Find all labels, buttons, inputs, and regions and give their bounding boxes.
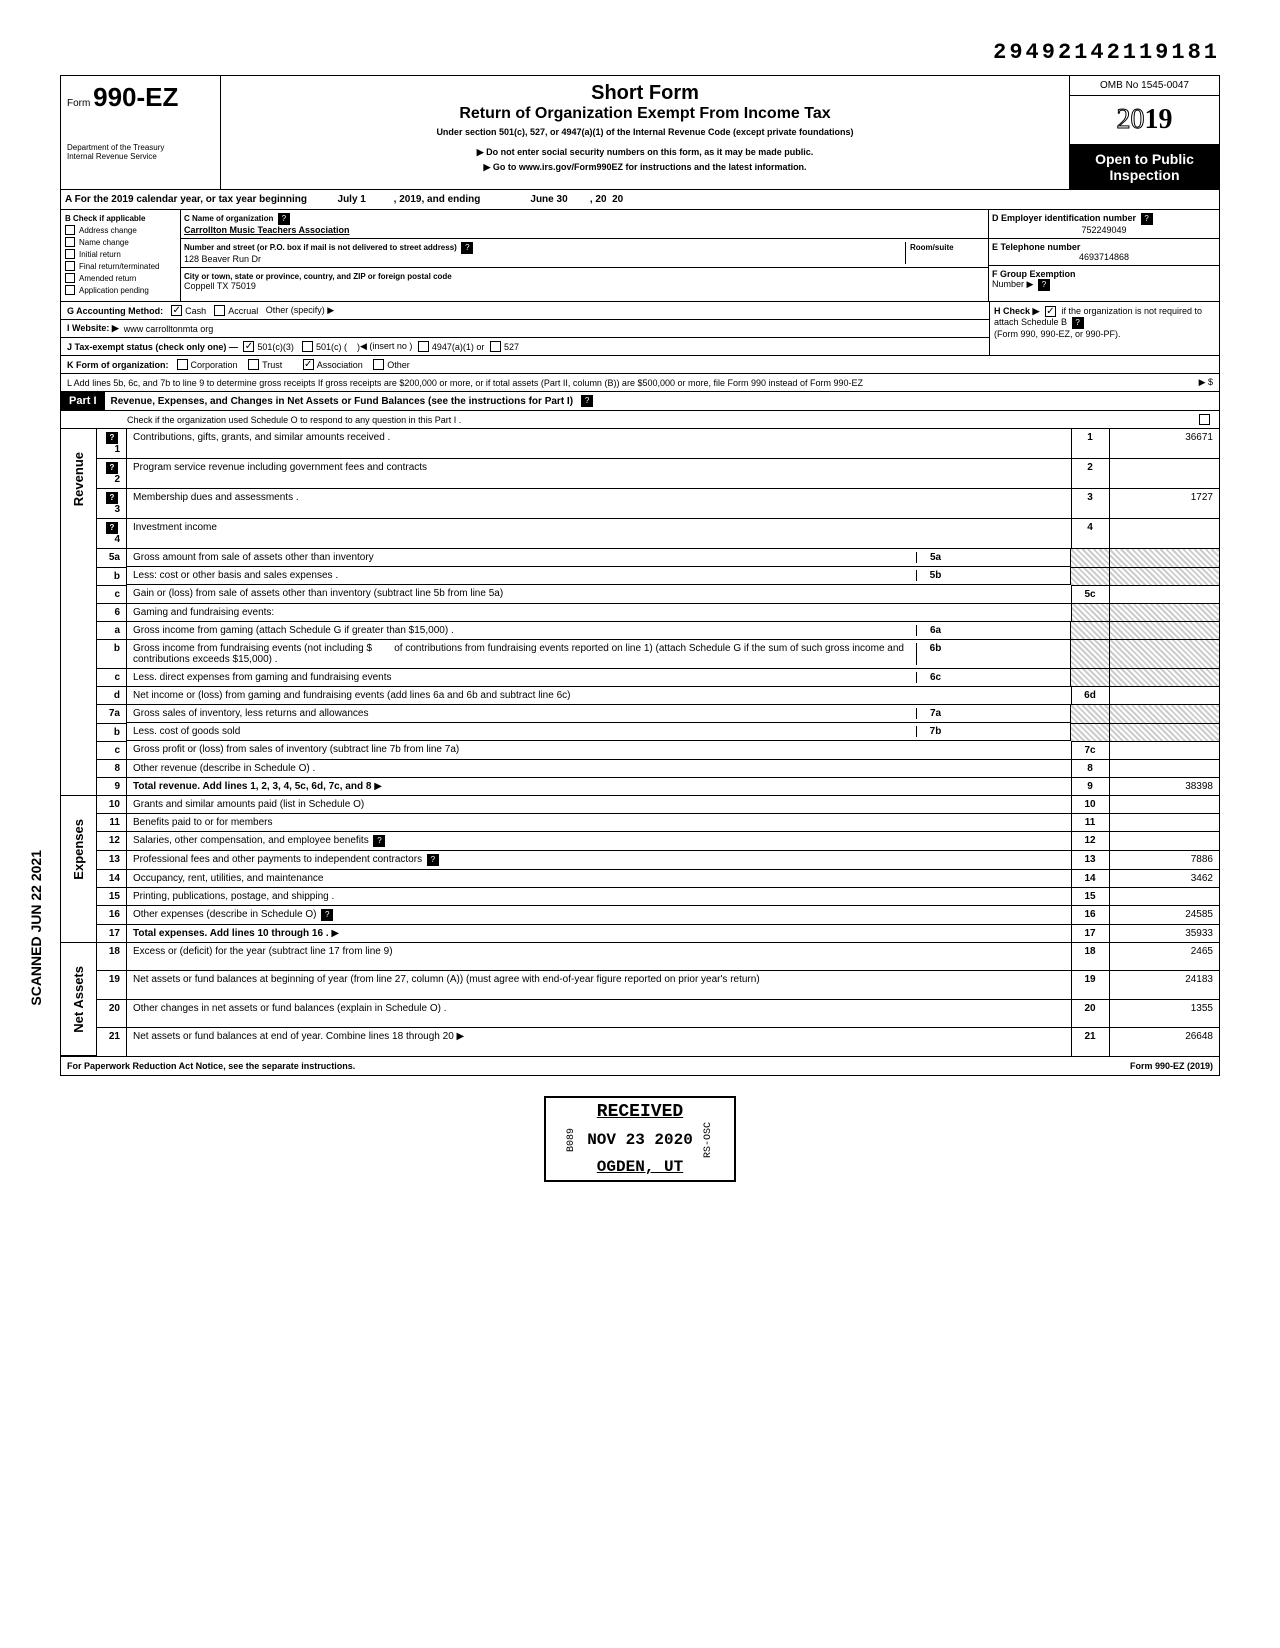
part1-header: Part I Revenue, Expenses, and Changes in…	[60, 392, 1220, 411]
check-final[interactable]: Final return/terminated	[79, 262, 159, 271]
ein: 752249049	[992, 225, 1216, 235]
revenue-label: Revenue	[67, 432, 90, 526]
street: 128 Beaver Run Dr	[184, 254, 261, 264]
received-stamp: RECEIVED B089 NOV 23 2020 RS-OSC OGDEN, …	[60, 1096, 1220, 1182]
check-amended[interactable]: Amended return	[79, 274, 136, 283]
city: Coppell TX 75019	[184, 281, 256, 291]
expenses-label: Expenses	[67, 799, 90, 900]
row-l: L Add lines 5b, 6c, and 7b to line 9 to …	[60, 374, 1220, 392]
row-k: K Form of organization: Corporation Trus…	[60, 356, 1220, 374]
form-header: Form 990-EZ Department of the Treasury I…	[60, 75, 1220, 190]
omb-number: OMB No 1545-0047	[1070, 76, 1219, 96]
help-icon: ?	[278, 213, 290, 225]
inspection: Inspection	[1076, 167, 1213, 183]
info-grid: B Check if applicable Address change Nam…	[60, 210, 1220, 302]
section-a: A For the 2019 calendar year, or tax yea…	[60, 190, 1220, 210]
section-b-header: B Check if applicable	[65, 214, 176, 223]
net-assets-label: Net Assets	[67, 946, 90, 1053]
check-pending[interactable]: Application pending	[79, 286, 149, 295]
org-name: Carrollton Music Teachers Association	[184, 225, 350, 235]
page-number: 29492142119181	[60, 40, 1220, 65]
main-table: Revenue ? 1Contributions, gifts, grants,…	[60, 429, 1220, 1057]
phone: 4693714868	[992, 252, 1216, 262]
part1-check: Check if the organization used Schedule …	[60, 411, 1220, 429]
form-label: Form	[67, 98, 90, 109]
website: www carrolltonmta org	[124, 324, 214, 334]
open-public: Open to Public	[1076, 151, 1213, 167]
ssn-notice: ▶ Do not enter social security numbers o…	[227, 147, 1063, 158]
row-g: G Accounting Method: Cash Accrual Other …	[60, 302, 990, 320]
tax-year: 20201919	[1070, 96, 1219, 145]
check-address[interactable]: Address change	[79, 226, 137, 235]
check-name[interactable]: Name change	[79, 238, 129, 247]
form-title: Short Form	[227, 82, 1063, 105]
form-subtitle: Return of Organization Exempt From Incom…	[227, 105, 1063, 123]
scanned-stamp: SCANNED JUN 22 2021	[28, 850, 44, 1006]
form-number: 990-EZ	[93, 82, 178, 112]
row-i: I Website: ▶ www carrolltonmta org	[60, 320, 990, 338]
check-cash[interactable]	[171, 305, 182, 316]
under-section: Under section 501(c), 527, or 4947(a)(1)…	[227, 127, 1063, 137]
dept-treasury: Department of the Treasury	[67, 143, 214, 152]
row-h: H Check ▶ if the organization is not req…	[990, 302, 1220, 356]
check-initial[interactable]: Initial return	[79, 250, 121, 259]
goto-link: ▶ Go to www.irs.gov/Form990EZ for instru…	[227, 162, 1063, 173]
irs-label: Internal Revenue Service	[67, 152, 214, 161]
check-accrual[interactable]	[214, 305, 225, 316]
footer: For Paperwork Reduction Act Notice, see …	[60, 1057, 1220, 1076]
row-j: J Tax-exempt status (check only one) — 5…	[60, 338, 990, 356]
